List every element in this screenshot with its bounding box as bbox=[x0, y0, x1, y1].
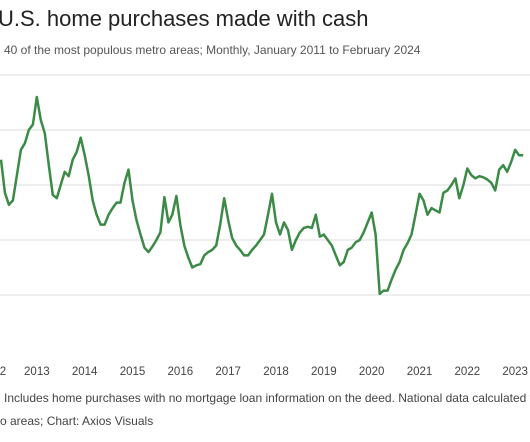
chart-note: o areas; Chart: Axios Visuals bbox=[0, 414, 153, 428]
x-tick-label: 2 bbox=[0, 366, 6, 378]
x-tick-label: 2016 bbox=[168, 366, 194, 378]
x-tick-label: 2023 bbox=[502, 366, 528, 378]
x-tick-label: 2021 bbox=[407, 366, 433, 378]
x-tick-label: 2013 bbox=[24, 366, 50, 378]
chart-title: U.S. home purchases made with cash bbox=[0, 6, 369, 31]
x-tick-label: 2022 bbox=[455, 366, 481, 378]
x-tick-label: 2019 bbox=[311, 366, 337, 378]
x-tick-label: 2014 bbox=[72, 366, 98, 378]
chart-note: Includes home purchases with no mortgage… bbox=[4, 391, 530, 405]
x-tick-label: 2017 bbox=[215, 366, 241, 378]
x-tick-label: 2020 bbox=[359, 366, 385, 378]
chart-subtitle: 40 of the most populous metro areas; Mon… bbox=[4, 43, 421, 57]
data-line bbox=[0, 95, 524, 296]
x-tick-label: 2015 bbox=[120, 366, 146, 378]
x-tick-label: 2018 bbox=[263, 366, 289, 378]
